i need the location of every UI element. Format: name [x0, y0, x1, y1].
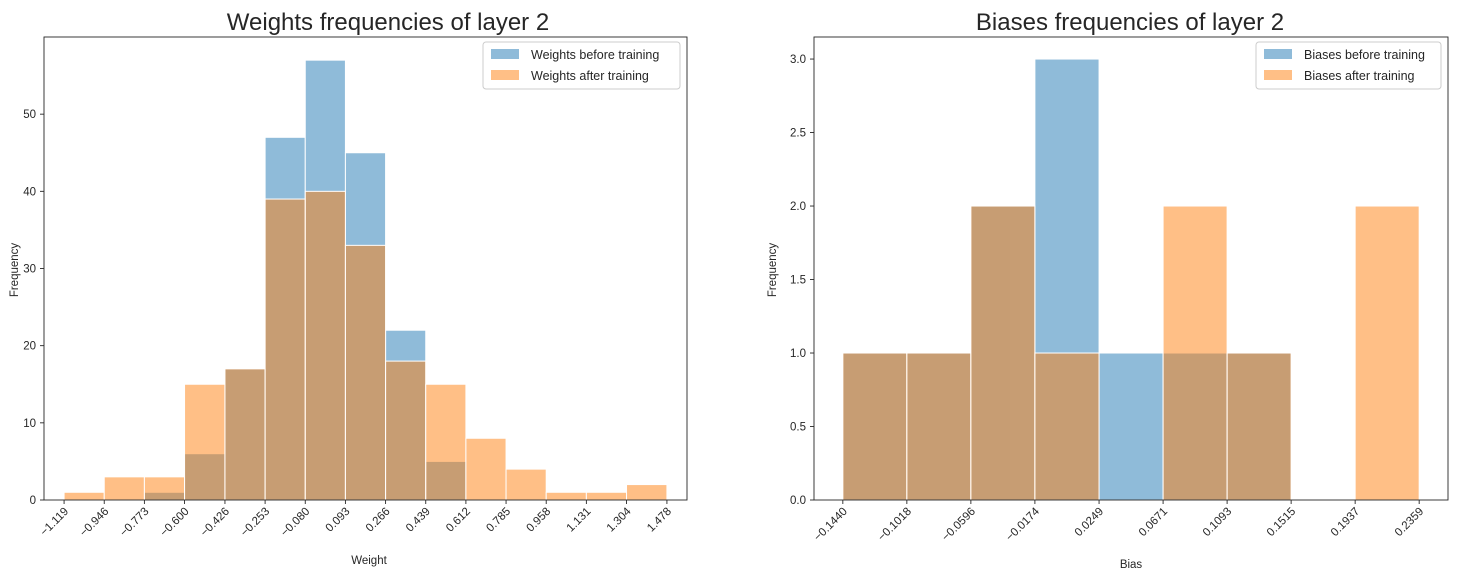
bar-after	[1226, 352, 1292, 501]
legend: Weights before training Weights after tr…	[482, 41, 681, 90]
x-tick-label: −0.946	[78, 506, 112, 540]
x-tick-label: −0.426	[198, 506, 232, 540]
chart-title: Weights frequencies of layer 2	[227, 9, 549, 36]
y-tick-label: 3.0	[790, 54, 806, 66]
bar-after	[264, 198, 306, 501]
x-tick-label: 1.304	[605, 505, 634, 534]
y-ticks: 0 10 20 30 40 50	[23, 109, 44, 507]
bar-after	[585, 491, 628, 501]
x-tick-label: 0.612	[444, 506, 473, 535]
bar-after	[1034, 352, 1100, 501]
y-tick-label: 2.0	[790, 201, 806, 213]
bar-after	[1162, 205, 1228, 501]
legend-swatch-before	[1264, 49, 1292, 59]
bar-after	[143, 476, 186, 501]
y-tick-label: 30	[23, 264, 36, 276]
bars-group	[63, 59, 668, 501]
x-tick-label: −0.1440	[812, 506, 850, 544]
x-tick-label: −0.253	[239, 506, 273, 540]
bar-after	[425, 383, 467, 501]
chart-title: Biases frequencies of layer 2	[976, 9, 1284, 36]
y-ticks: 0.0 0.5 1.0 1.5 2.0 2.5 3.0	[790, 54, 814, 507]
y-tick-label: 20	[23, 341, 36, 353]
plot-frame	[813, 36, 1449, 501]
bar-after	[842, 352, 908, 501]
bar-after	[344, 244, 387, 501]
y-tick-label: 0	[30, 495, 36, 507]
x-tick-label: 1.131	[565, 506, 594, 535]
bar-after	[545, 491, 587, 501]
bar-after	[465, 437, 507, 501]
x-tick-label: 0.958	[524, 506, 553, 535]
bar-after	[63, 491, 105, 501]
y-axis-label: Frequency	[767, 243, 779, 298]
x-tick-label: 0.093	[324, 506, 353, 535]
x-tick-label: 0.785	[484, 506, 513, 535]
x-tick-label: 0.439	[404, 506, 433, 535]
x-ticks: −1.119 −0.946 −0.773 −0.600 −0.426 −0.253 −0.0…	[38, 500, 674, 539]
x-tick-label: −0.1018	[876, 506, 914, 544]
weights-histogram-panel: Weights frequencies of layer 2 0 10 20 30 40…	[9, 9, 688, 567]
x-ticks: −0.1440 −0.1018 −0.0596 −0.0174 0.0249 0.0671…	[812, 500, 1426, 544]
bar-after	[626, 484, 668, 501]
y-tick-label: 50	[23, 109, 36, 121]
legend: Biases before training Biases after trai…	[1255, 41, 1442, 90]
x-tick-label: 0.2359	[1393, 506, 1426, 539]
bars-group	[842, 58, 1420, 501]
x-tick-label: 0.0249	[1073, 506, 1106, 539]
x-tick-label: 0.266	[364, 506, 393, 535]
x-tick-label: 1.478	[645, 506, 674, 535]
y-tick-label: 40	[23, 186, 36, 198]
bar-after	[304, 190, 346, 501]
x-tick-label: −0.0596	[940, 506, 978, 544]
legend-box	[1255, 41, 1442, 90]
y-tick-label: 0.5	[790, 422, 806, 434]
legend-label-after: Biases after training	[1304, 69, 1415, 83]
bar-after	[970, 205, 1036, 501]
legend-label-after: Weights after training	[531, 69, 649, 83]
x-tick-label: 0.0671	[1137, 506, 1170, 539]
x-tick-label: 0.1937	[1329, 506, 1362, 539]
y-tick-label: 2.5	[790, 128, 806, 140]
bar-after	[385, 360, 427, 501]
legend-swatch-after	[491, 70, 519, 80]
legend-swatch-after	[1264, 70, 1292, 80]
x-tick-label: −0.773	[118, 506, 152, 540]
y-tick-label: 0.0	[790, 495, 806, 507]
bar-after	[906, 352, 972, 501]
bar-after	[505, 468, 547, 501]
bar-after	[224, 368, 266, 501]
x-tick-label: −1.119	[38, 506, 71, 539]
bar-after	[1354, 205, 1420, 501]
x-tick-label: 0.1093	[1201, 506, 1234, 539]
legend-label-before: Biases before training	[1304, 48, 1425, 62]
bar-after	[103, 476, 145, 501]
legend-box	[482, 41, 681, 90]
y-tick-label: 10	[23, 418, 36, 430]
bar-after	[184, 383, 226, 501]
legend-swatch-before	[491, 49, 519, 59]
x-tick-label: −0.600	[158, 506, 192, 540]
y-axis-label: Frequency	[9, 243, 21, 298]
x-axis-label: Bias	[1120, 559, 1143, 571]
x-tick-label: −0.080	[279, 506, 313, 540]
bar-before	[1098, 352, 1164, 501]
biases-histogram-panel: Biases frequencies of layer 2 0.0 0.5 1.0 1…	[767, 9, 1449, 571]
legend-label-before: Weights before training	[531, 48, 659, 62]
x-tick-label: −0.0174	[1004, 505, 1043, 544]
plot-frame	[43, 36, 688, 501]
x-axis-label: Weight	[351, 555, 387, 567]
x-tick-label: 0.1515	[1265, 506, 1298, 539]
y-tick-label: 1.5	[790, 275, 806, 287]
y-tick-label: 1.0	[790, 348, 806, 360]
